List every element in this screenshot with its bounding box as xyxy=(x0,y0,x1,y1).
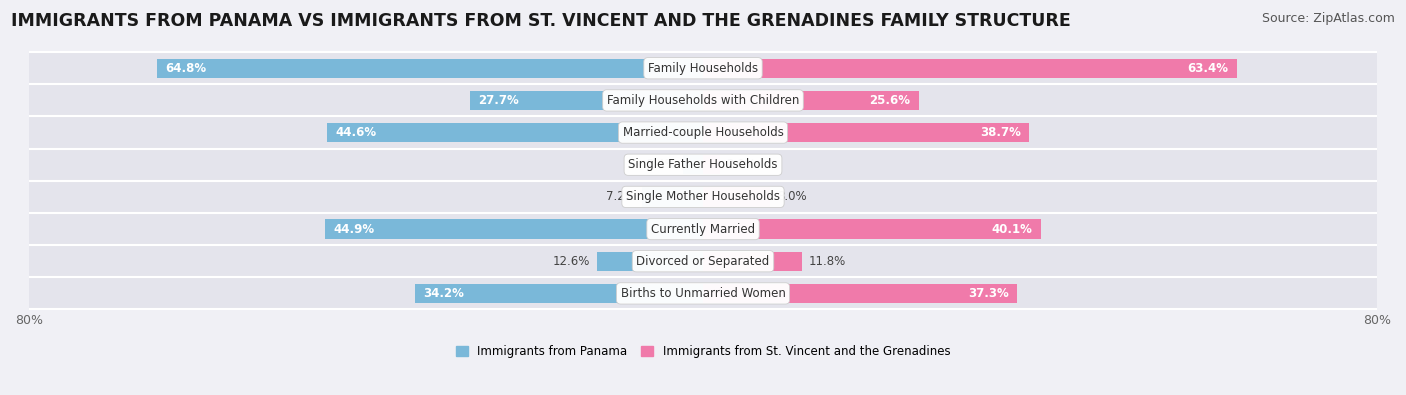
Text: 37.3%: 37.3% xyxy=(969,287,1010,300)
Text: 2.4%: 2.4% xyxy=(647,158,676,171)
Bar xyxy=(415,284,703,303)
Text: Single Father Households: Single Father Households xyxy=(628,158,778,171)
Text: 63.4%: 63.4% xyxy=(1188,62,1229,75)
Bar xyxy=(30,277,1376,309)
Text: 25.6%: 25.6% xyxy=(869,94,910,107)
Text: 40.1%: 40.1% xyxy=(991,222,1032,235)
Bar xyxy=(30,84,1376,117)
Bar xyxy=(30,149,1376,181)
Bar xyxy=(703,219,1040,239)
Bar xyxy=(703,252,803,271)
Bar xyxy=(30,52,1376,84)
Text: Divorced or Separated: Divorced or Separated xyxy=(637,255,769,268)
Bar xyxy=(703,91,918,110)
Text: Family Households: Family Households xyxy=(648,62,758,75)
Bar xyxy=(703,58,1237,78)
Text: 38.7%: 38.7% xyxy=(980,126,1021,139)
Text: 44.6%: 44.6% xyxy=(336,126,377,139)
Text: Married-couple Households: Married-couple Households xyxy=(623,126,783,139)
Text: 44.9%: 44.9% xyxy=(333,222,374,235)
Bar xyxy=(643,187,703,207)
Text: 11.8%: 11.8% xyxy=(810,255,846,268)
Bar xyxy=(703,187,770,207)
Bar xyxy=(157,58,703,78)
Text: 2.0%: 2.0% xyxy=(727,158,756,171)
Text: Source: ZipAtlas.com: Source: ZipAtlas.com xyxy=(1261,12,1395,25)
Text: IMMIGRANTS FROM PANAMA VS IMMIGRANTS FROM ST. VINCENT AND THE GRENADINES FAMILY : IMMIGRANTS FROM PANAMA VS IMMIGRANTS FRO… xyxy=(11,12,1071,30)
Bar xyxy=(703,123,1029,142)
Bar xyxy=(30,245,1376,277)
Text: 8.0%: 8.0% xyxy=(778,190,807,203)
Text: 27.7%: 27.7% xyxy=(478,94,519,107)
Bar xyxy=(30,213,1376,245)
Bar xyxy=(703,284,1018,303)
Bar xyxy=(683,155,703,174)
Text: Single Mother Households: Single Mother Households xyxy=(626,190,780,203)
Text: 64.8%: 64.8% xyxy=(166,62,207,75)
Text: 7.2%: 7.2% xyxy=(606,190,636,203)
Bar xyxy=(470,91,703,110)
Legend: Immigrants from Panama, Immigrants from St. Vincent and the Grenadines: Immigrants from Panama, Immigrants from … xyxy=(451,340,955,363)
Bar xyxy=(703,155,720,174)
Text: Currently Married: Currently Married xyxy=(651,222,755,235)
Text: 12.6%: 12.6% xyxy=(553,255,591,268)
Bar xyxy=(30,181,1376,213)
Bar xyxy=(325,219,703,239)
Text: 34.2%: 34.2% xyxy=(423,287,464,300)
Bar xyxy=(596,252,703,271)
Bar xyxy=(30,117,1376,149)
Text: Births to Unmarried Women: Births to Unmarried Women xyxy=(620,287,786,300)
Text: Family Households with Children: Family Households with Children xyxy=(607,94,799,107)
Bar xyxy=(328,123,703,142)
